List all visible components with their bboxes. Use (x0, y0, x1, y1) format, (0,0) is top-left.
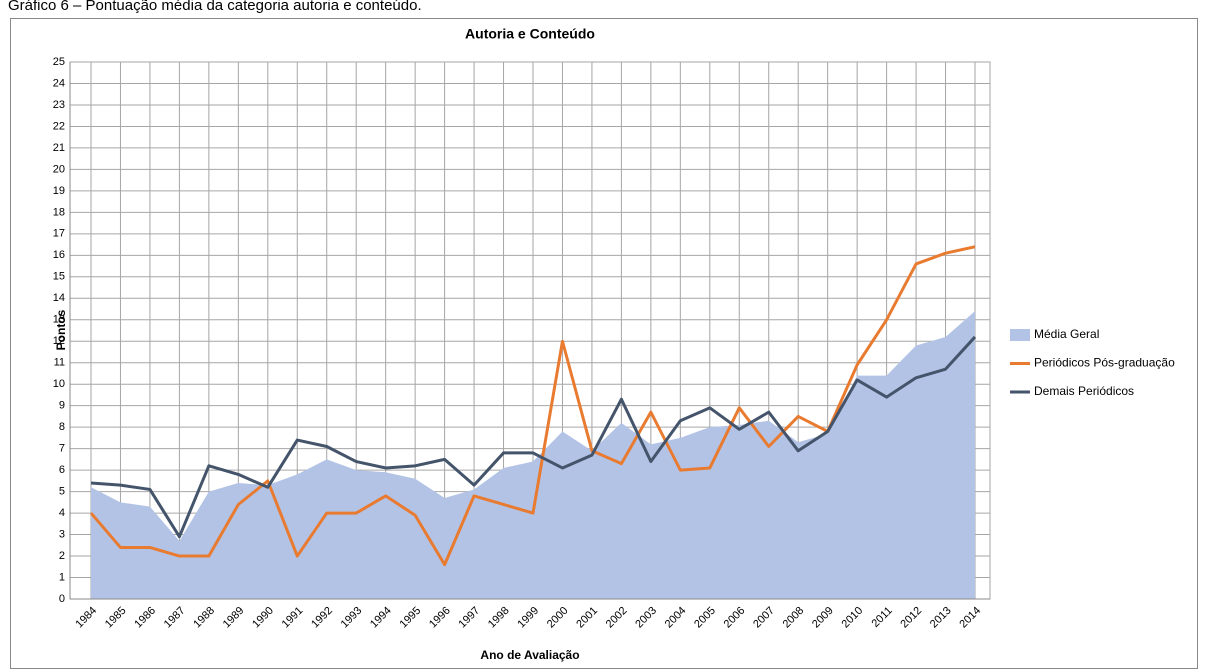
y-tick-label: 22 (53, 120, 65, 132)
y-tick-label: 3 (59, 528, 65, 540)
line (90, 335, 977, 539)
y-tick-label: 25 (53, 56, 65, 68)
y-tick-label: 19 (53, 185, 65, 197)
y-tick-label: 23 (53, 99, 65, 111)
y-tick-label: 17 (53, 228, 65, 240)
legend-label: Média Geral (1034, 327, 1099, 341)
y-tick-label: 10 (53, 378, 65, 390)
x-axis-title: Ano de Avaliação (480, 648, 579, 662)
y-tick-label: 0 (59, 593, 65, 605)
y-tick-label: 18 (53, 206, 65, 218)
y-axis-title: Pontos (54, 309, 68, 350)
y-tick-label: 20 (53, 163, 65, 175)
y-tick-label: 2 (59, 550, 65, 562)
y-tick-label: 16 (53, 249, 65, 261)
y-tick-label: 8 (59, 421, 65, 433)
area (91, 311, 975, 599)
y-tick-label: 14 (53, 292, 65, 304)
y-tick-label: 5 (59, 486, 65, 498)
legend-swatch (1010, 329, 1030, 341)
y-tick-label: 7 (59, 443, 65, 455)
y-tick-label: 13 (53, 314, 65, 326)
legend-label: Periódicos Pós-graduação (1034, 356, 1175, 370)
y-tick-label: 6 (59, 464, 65, 476)
y-tick-label: 21 (53, 142, 65, 154)
y-tick-label: 4 (59, 507, 65, 519)
y-tick-label: 24 (53, 77, 65, 89)
caption: Gráfico 6 – Pontuação média da categoria… (8, 0, 422, 14)
y-tick-label: 15 (53, 271, 65, 283)
y-tick-label: 12 (53, 335, 65, 347)
y-tick-label: 9 (59, 400, 65, 412)
legend-label: Demais Periódicos (1034, 384, 1134, 398)
chart-title: Autoria e Conteúdo (465, 26, 595, 42)
y-tick-label: 11 (54, 357, 65, 369)
y-tick-label: 1 (59, 571, 65, 583)
